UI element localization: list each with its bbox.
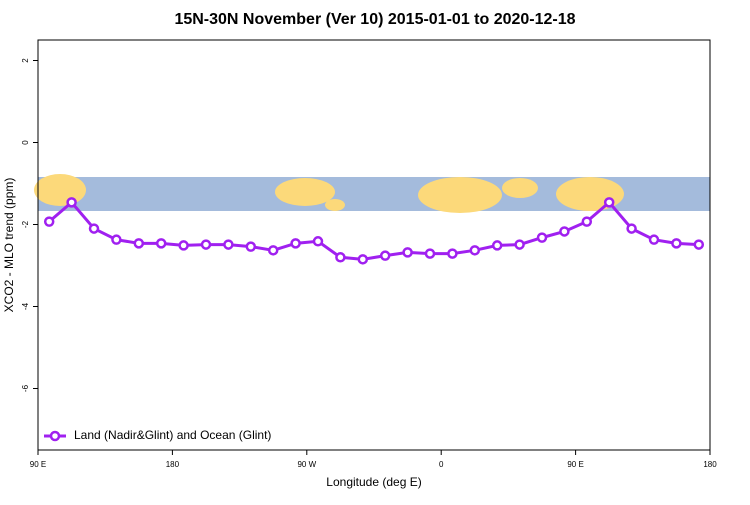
data-point [88, 223, 100, 234]
x-axis-label: Longitude (deg E) [326, 475, 421, 489]
data-point [536, 232, 548, 243]
data-point [491, 240, 503, 251]
legend-label: Land (Nadir&Glint) and Ocean (Glint) [74, 428, 271, 442]
chart-title: 15N-30N November (Ver 10) 2015-01-01 to … [174, 11, 575, 28]
y-tick-label: -4 [21, 302, 30, 310]
data-point [178, 240, 189, 251]
y-tick-label: -6 [21, 384, 30, 392]
data-point [379, 250, 391, 261]
data-point [648, 234, 660, 245]
data-point [133, 238, 145, 249]
data-point [447, 248, 458, 259]
data-point [424, 248, 436, 259]
data-point [581, 216, 593, 227]
data-point [402, 247, 413, 258]
x-tick-label: 0 [439, 460, 444, 469]
data-point [111, 234, 122, 245]
data-point [603, 197, 615, 208]
data-point [66, 197, 77, 208]
data-point [469, 245, 481, 256]
data-point [200, 239, 212, 250]
data-point [312, 236, 324, 247]
data-point [335, 252, 346, 263]
data-point [245, 241, 257, 252]
x-tick-label: 90 E [30, 460, 46, 469]
legend-marker [49, 430, 61, 442]
data-point [43, 216, 55, 227]
data-point [671, 238, 682, 249]
y-tick-label: 2 [21, 58, 30, 63]
x-tick-label: 180 [166, 460, 180, 469]
data-point [693, 239, 705, 250]
data-point [223, 239, 234, 250]
data-point [267, 245, 279, 256]
data-point [290, 238, 301, 249]
x-tick-label: 180 [703, 460, 717, 469]
x-tick-label: 90 W [297, 460, 316, 469]
plot-frame [37, 39, 711, 451]
data-point [626, 223, 637, 234]
y-tick-label: -2 [21, 220, 30, 228]
data-point [559, 226, 570, 237]
y-axis-label: XCO2 - MLO trend (ppm) [2, 178, 16, 313]
data-point [155, 238, 167, 249]
x-tick-label: 90 E [567, 460, 583, 469]
data-point [357, 254, 369, 265]
data-point [514, 239, 525, 250]
y-tick-label: 0 [21, 140, 30, 145]
